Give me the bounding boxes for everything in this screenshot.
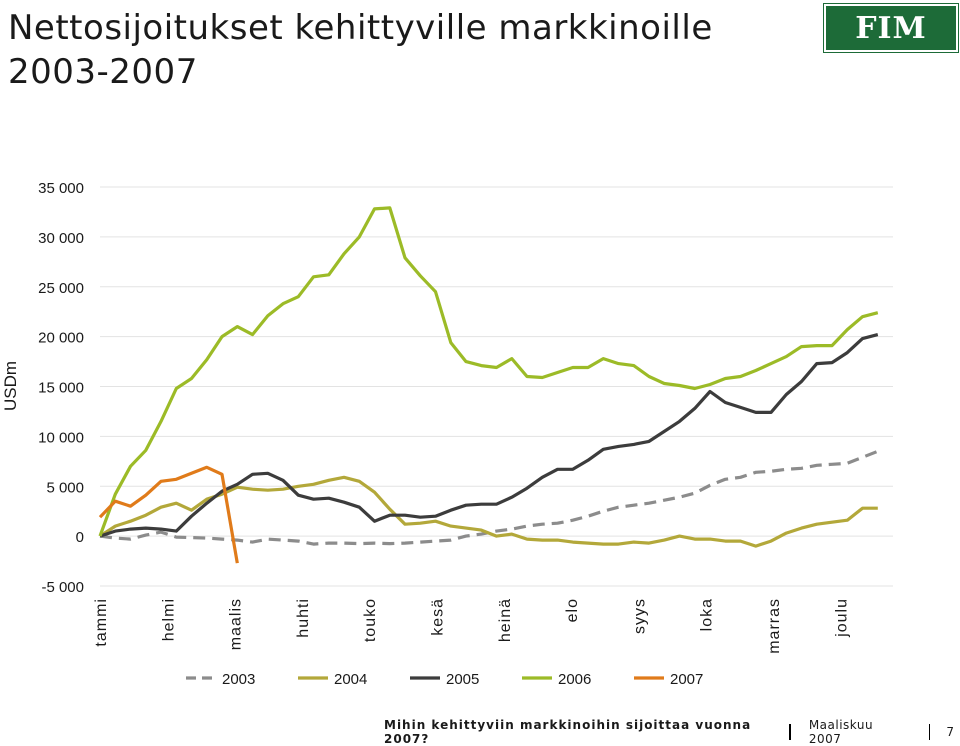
legend-label: 2004 xyxy=(334,671,367,688)
x-month-label: huhti xyxy=(295,598,312,638)
footer-separator xyxy=(788,724,791,740)
grid-lines xyxy=(100,186,893,587)
y-tick-label: 0 xyxy=(76,529,84,546)
x-month-label: joulu xyxy=(833,598,850,638)
x-axis-month-labels: tammi helmi maalis huhti touko kesä heinä elo sy… xyxy=(93,598,850,654)
y-axis-label: USDm xyxy=(1,361,20,411)
x-month-label: tammi xyxy=(93,598,110,647)
fim-logo: FIM xyxy=(823,3,959,53)
legend-label: 2003 xyxy=(222,671,255,688)
y-tick-label: 25 000 xyxy=(38,280,84,297)
x-month-label: helmi xyxy=(160,598,177,641)
series-line-2005 xyxy=(99,333,879,538)
series-line-2007 xyxy=(98,465,239,564)
x-month-label: loka xyxy=(699,598,716,631)
series-line-2004 xyxy=(99,475,878,548)
y-tick-label: -5 000 xyxy=(41,579,84,596)
legend: 2003 2004 2005 2006 2007 xyxy=(186,671,703,688)
series-line-2006 xyxy=(98,206,879,537)
y-tick-label: 5 000 xyxy=(46,479,84,496)
page-number: 7 xyxy=(946,725,954,739)
y-axis-ticks: 35 000 30 000 25 000 20 000 15 000 10 000 5 00… xyxy=(38,180,84,596)
footer-separator xyxy=(928,724,931,740)
series-line-2003 xyxy=(99,449,879,546)
net-investment-chart: 35 000 30 000 25 000 20 000 15 000 10 000 5 00… xyxy=(1,180,893,688)
x-month-label: kesä xyxy=(430,598,447,636)
x-month-label: syys xyxy=(631,598,648,634)
legend-label: 2007 xyxy=(670,671,703,688)
footer-question: Mihin kehittyviin markkinoihin sijoittaa… xyxy=(384,718,752,746)
legend-label: 2006 xyxy=(558,671,591,688)
footer-date: Maaliskuu 2007 xyxy=(808,718,874,746)
y-tick-label: 35 000 xyxy=(38,180,84,197)
x-month-label: elo xyxy=(564,598,581,622)
x-month-label: touko xyxy=(362,598,379,642)
x-month-label: marras xyxy=(766,598,783,654)
x-month-label: heinä xyxy=(497,598,514,642)
footer: Mihin kehittyviin markkinoihin sijoittaa… xyxy=(384,718,954,746)
legend-label: 2005 xyxy=(446,671,479,688)
x-month-label: maalis xyxy=(228,598,245,650)
page-title: Nettosijoitukset kehittyville markkinoil… xyxy=(8,8,713,92)
series-lines xyxy=(98,206,879,564)
y-tick-label: 10 000 xyxy=(38,429,84,446)
y-tick-label: 15 000 xyxy=(38,380,84,397)
y-tick-label: 30 000 xyxy=(38,230,84,247)
y-tick-label: 20 000 xyxy=(38,330,84,347)
